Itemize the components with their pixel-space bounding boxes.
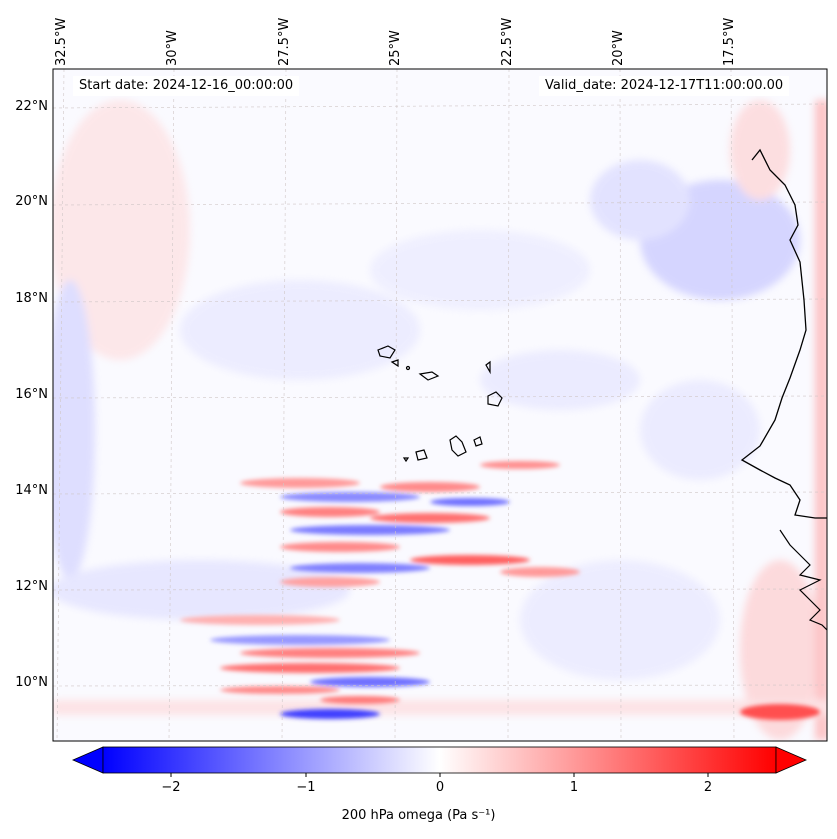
lat-label: 16°N <box>15 387 48 402</box>
lon-label: 22.5°W <box>500 17 515 66</box>
colorbar-tick: −2 <box>161 780 181 795</box>
omega-field <box>53 69 827 741</box>
lat-label: 20°N <box>15 194 48 209</box>
lon-label: 20°W <box>611 30 626 66</box>
colorbar-tick: 0 <box>435 780 445 795</box>
africa-coastline <box>740 148 827 519</box>
map-frame <box>52 68 828 742</box>
graticule <box>53 69 827 741</box>
lon-label: 25°W <box>388 30 403 66</box>
lon-label: 27.5°W <box>277 17 292 66</box>
colorbar-tick: −1 <box>296 780 316 795</box>
colorbar-tick: 1 <box>569 780 579 795</box>
lat-label: 12°N <box>15 579 48 594</box>
lat-label: 18°N <box>15 291 48 306</box>
lat-label: 14°N <box>15 483 48 498</box>
lon-label: 30°W <box>165 30 180 66</box>
valid-date-label: Valid_date: 2024-12-17T11:00:00.00 <box>539 76 790 96</box>
lat-label: 10°N <box>15 675 48 690</box>
cape-verde-islands <box>377 345 503 463</box>
lon-label: 32.5°W <box>54 17 69 66</box>
colorbar <box>71 746 808 777</box>
colorbar-tick: 2 <box>703 780 713 795</box>
lat-label: 22°N <box>15 99 48 114</box>
start-date-label: Start date: 2024-12-16_00:00:00 <box>73 76 300 96</box>
lon-label: 17.5°W <box>722 17 737 66</box>
colorbar-label: 200 hPa omega (Pa s⁻¹) <box>341 808 496 823</box>
